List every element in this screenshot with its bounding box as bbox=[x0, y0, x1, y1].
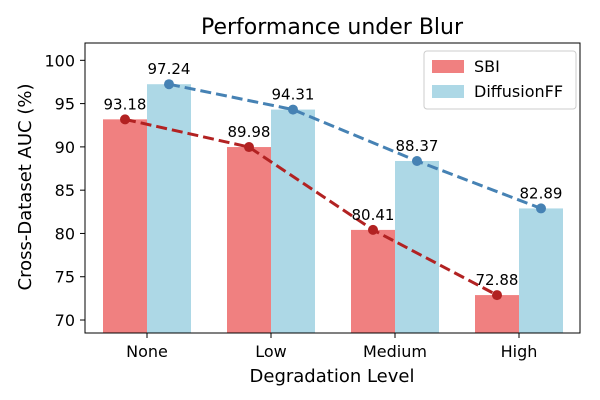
y-tick-label: 70 bbox=[55, 311, 75, 330]
data-label-diffusionff-low: 94.31 bbox=[272, 86, 315, 104]
bar-sbi-high bbox=[475, 295, 519, 333]
y-axis-label: Cross-Dataset AUC (%) bbox=[15, 84, 36, 291]
trend-line-sbi bbox=[124, 117, 498, 297]
x-axis-label: Degradation Level bbox=[250, 366, 415, 387]
bar-sbi-low bbox=[227, 147, 271, 333]
data-label-sbi-medium: 80.41 bbox=[352, 206, 395, 224]
point-diffusionff-none bbox=[164, 79, 174, 90]
data-label-diffusionff-high: 82.89 bbox=[520, 184, 563, 202]
y-tick-label: 100 bbox=[44, 51, 75, 70]
x-tick-label: Medium bbox=[363, 342, 427, 361]
plot-frame bbox=[84, 42, 581, 334]
data-label-sbi-high: 72.88 bbox=[476, 271, 519, 289]
y-tick-label: 75 bbox=[55, 268, 75, 287]
point-sbi-high bbox=[492, 290, 502, 301]
point-sbi-none bbox=[120, 114, 130, 125]
trend-line-diffusionff bbox=[168, 82, 542, 210]
legend-label-sbi: SBI bbox=[474, 57, 500, 76]
y-tick-label: 85 bbox=[55, 181, 75, 200]
point-sbi-low bbox=[244, 142, 254, 153]
point-diffusionff-medium bbox=[412, 155, 422, 166]
data-label-diffusionff-medium: 88.37 bbox=[396, 137, 439, 155]
bar-sbi-none bbox=[103, 119, 147, 334]
data-label-diffusionff-none: 97.24 bbox=[148, 60, 191, 78]
y-tick-label: 90 bbox=[55, 138, 75, 157]
point-sbi-medium bbox=[368, 224, 378, 235]
legend-label-diffusionff: DiffusionFF bbox=[474, 82, 563, 101]
point-diffusionff-low bbox=[288, 104, 298, 115]
data-label-sbi-low: 89.98 bbox=[228, 123, 271, 141]
y-tick-label: 95 bbox=[55, 95, 75, 114]
x-tick-label: Low bbox=[255, 342, 287, 361]
data-label-sbi-none: 93.18 bbox=[104, 95, 147, 113]
plot-area: 93.18 89.98 80.41 72.88 97.24 94.31 88.37 82.89… bbox=[44, 42, 581, 361]
chart-title: Performance under Blur bbox=[201, 15, 464, 40]
point-diffusionff-high bbox=[536, 203, 546, 214]
bar-sbi-medium bbox=[351, 229, 395, 333]
legend-swatch-diffusionff bbox=[432, 85, 464, 98]
legend-swatch-sbi bbox=[432, 60, 464, 73]
y-tick-label: 80 bbox=[55, 224, 75, 243]
bar-diffusionff-low bbox=[271, 109, 315, 333]
x-tick-label: High bbox=[501, 342, 538, 361]
bar-diffusionff-none bbox=[147, 84, 191, 334]
bar-diffusionff-medium bbox=[395, 160, 439, 333]
bar-diffusionff-high bbox=[519, 208, 563, 333]
x-tick-label: None bbox=[126, 342, 168, 361]
